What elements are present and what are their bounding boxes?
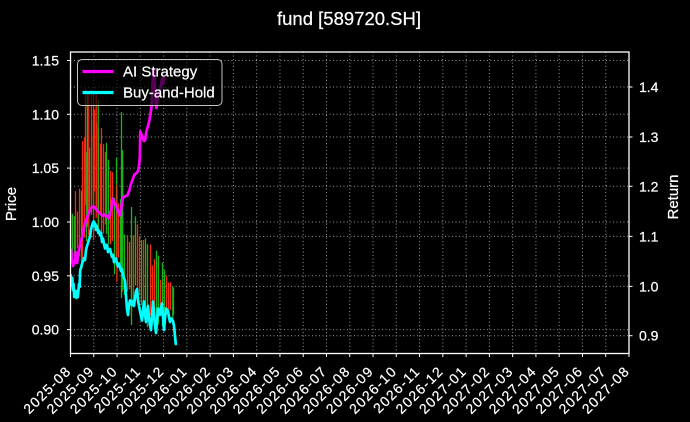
svg-text:Price: Price	[3, 187, 20, 221]
svg-text:0.9: 0.9	[639, 328, 659, 344]
svg-text:Return: Return	[665, 174, 682, 219]
svg-text:0.90: 0.90	[32, 322, 59, 338]
svg-text:0.95: 0.95	[32, 268, 59, 284]
svg-text:1.00: 1.00	[32, 214, 59, 230]
svg-text:1.3: 1.3	[639, 129, 659, 145]
svg-text:AI Strategy: AI Strategy	[123, 64, 198, 81]
svg-text:1.15: 1.15	[32, 53, 59, 69]
svg-text:1.2: 1.2	[639, 178, 659, 194]
svg-text:Buy-and-Hold: Buy-and-Hold	[123, 85, 215, 102]
svg-text:1.05: 1.05	[32, 160, 59, 176]
svg-text:1.0: 1.0	[639, 278, 659, 294]
svg-text:fund [589720.SH]: fund [589720.SH]	[277, 8, 421, 29]
svg-text:1.1: 1.1	[639, 228, 659, 244]
svg-text:1.10: 1.10	[32, 106, 59, 122]
svg-text:1.4: 1.4	[639, 79, 659, 95]
